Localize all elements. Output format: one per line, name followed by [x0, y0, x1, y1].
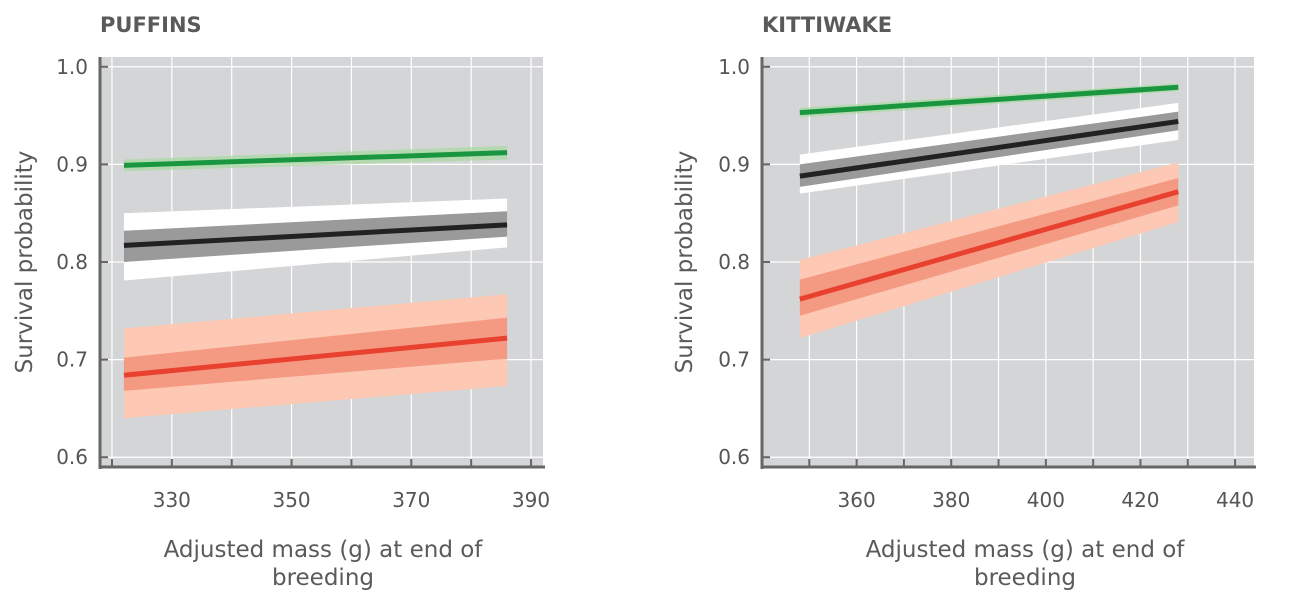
y-tick-label: 1.0 [718, 55, 750, 79]
x-tick-label: 390 [512, 488, 550, 512]
x-tick-label: 330 [153, 488, 191, 512]
x-tick-label: 350 [272, 488, 310, 512]
x-tick-label: 440 [1216, 488, 1254, 512]
x-tick-label: 360 [838, 488, 876, 512]
y-tick-label: 0.9 [56, 152, 88, 176]
series-line [123, 335, 508, 378]
series-line [799, 84, 1179, 116]
y-axis-label: Survival probability [12, 151, 38, 374]
x-axis-label: Adjusted mass (g) at end of [866, 537, 1186, 563]
chart-panel-1: 0.6 0.7 0.8 0.9 1.0 330 350 370 390 PUFFINS Surviv… [12, 13, 550, 591]
series-line [799, 118, 1179, 179]
y-tick-label: 0.9 [718, 152, 750, 176]
x-axis-label: Adjusted mass (g) at end of [164, 537, 484, 563]
y-tick-label: 0.6 [718, 445, 750, 469]
y-tick-label: 1.0 [56, 55, 88, 79]
series-line [123, 222, 508, 248]
x-axis-label: breeding [974, 565, 1076, 591]
series-line [799, 189, 1179, 302]
x-tick-label: 370 [392, 488, 430, 512]
y-tick-label: 0.7 [56, 348, 88, 372]
x-tick-label: 380 [932, 488, 970, 512]
y-axis-label: Survival probability [672, 151, 698, 374]
x-axis-label: breeding [272, 565, 374, 591]
series-line [123, 150, 508, 168]
chart-title: PUFFINS [100, 13, 202, 37]
x-tick-label: 400 [1027, 488, 1065, 512]
y-tick-label: 0.8 [718, 250, 750, 274]
chart-panel-2: 0.6 0.7 0.8 0.9 1.0 360 380 400 420 440 KITTIWAKE S… [672, 13, 1256, 591]
y-tick-label: 0.8 [56, 250, 88, 274]
y-tick-label: 0.6 [56, 445, 88, 469]
chart-title: KITTIWAKE [762, 13, 892, 37]
x-tick-label: 420 [1121, 488, 1159, 512]
y-tick-label: 0.7 [718, 348, 750, 372]
